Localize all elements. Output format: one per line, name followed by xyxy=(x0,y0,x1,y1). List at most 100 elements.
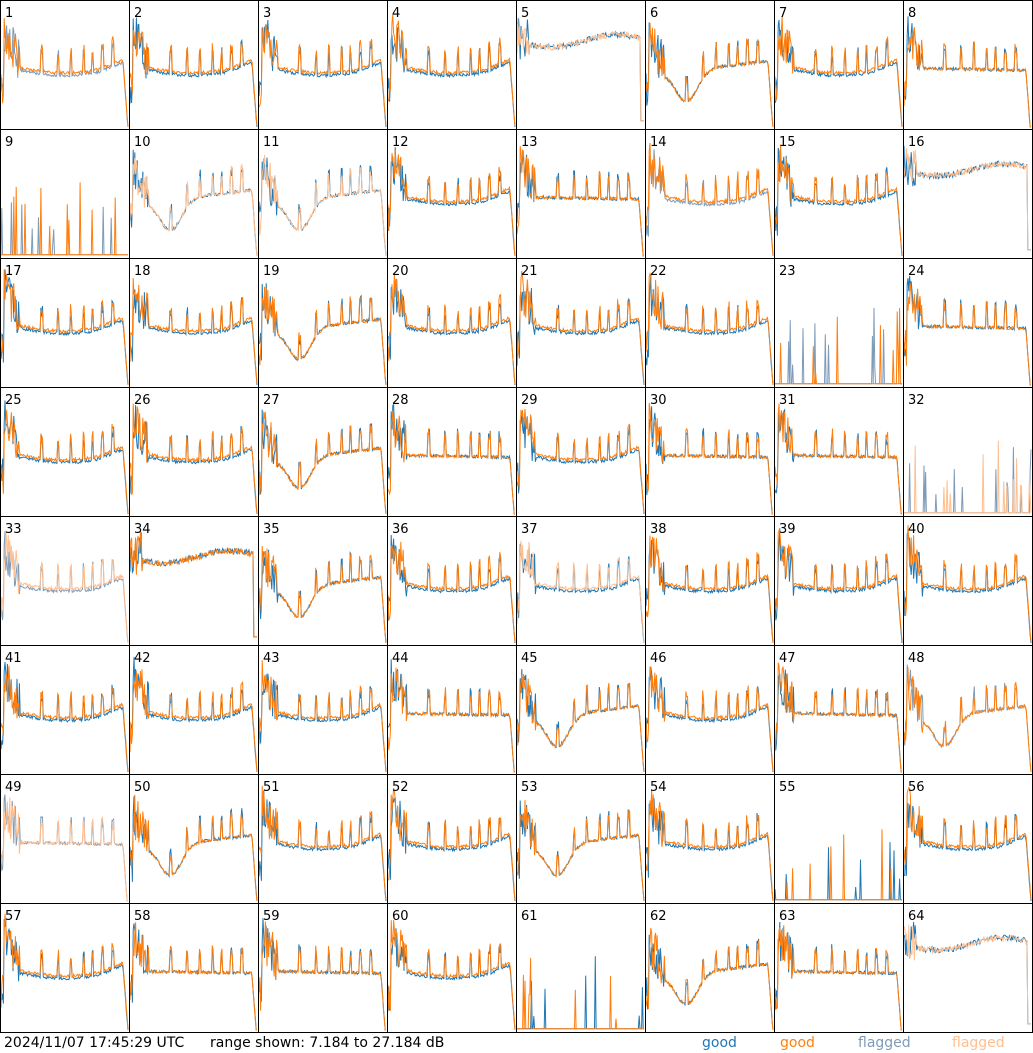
spectrum-panel: 63 xyxy=(774,903,904,1033)
series-xx-line xyxy=(903,275,1031,386)
panel-border xyxy=(0,129,130,259)
spectrum-panel: 52 xyxy=(387,774,517,904)
legend-good-xx-word: good xyxy=(702,1035,737,1051)
spectrum-panel: 8 xyxy=(903,0,1033,130)
series-xx-line xyxy=(0,918,129,1031)
panel-label: 39 xyxy=(779,522,796,537)
series-yy-line xyxy=(129,922,257,1031)
series-yy-line xyxy=(516,408,645,513)
spectrum-panel: 48 xyxy=(903,645,1033,775)
panel-label: 10 xyxy=(134,135,151,150)
spectrum-panel: 4 xyxy=(387,0,517,130)
spectrum-panel: 18 xyxy=(129,258,259,388)
series-yy-line xyxy=(645,22,774,128)
panel-label: 51 xyxy=(263,780,280,795)
spectrum-panel: 10 xyxy=(129,129,259,259)
panel-label: 15 xyxy=(779,135,796,150)
panel-label: 59 xyxy=(263,909,280,924)
series-xx-line xyxy=(645,538,774,644)
panel-label: 31 xyxy=(779,393,796,408)
panel-label: 6 xyxy=(650,6,658,21)
series-yy-line xyxy=(774,662,902,773)
series-yy-line xyxy=(903,667,1032,773)
legend-flagged-yy-word: flagged xyxy=(952,1035,1005,1051)
spectrum-panel: 9 xyxy=(0,129,130,259)
legend-good-xx-pol: XX xyxy=(741,1035,761,1052)
series-xx-line xyxy=(645,798,774,902)
series-xx-line xyxy=(903,145,1031,251)
panel-label: 9 xyxy=(5,135,13,150)
spectrum-panel: 24 xyxy=(903,258,1033,388)
panel-label: 49 xyxy=(5,780,22,795)
series-yy-line xyxy=(129,157,258,257)
legend-good-yy-pol: YY xyxy=(819,1035,837,1052)
spectrum-panel: 38 xyxy=(645,516,775,646)
spectrum-panel: 58 xyxy=(129,903,259,1033)
series-xx-line xyxy=(258,409,387,515)
panel-label: 48 xyxy=(908,651,925,666)
panel-label: 41 xyxy=(5,651,22,666)
series-xx-line xyxy=(129,656,258,773)
spectrum-panel: 36 xyxy=(387,516,517,646)
series-yy-line xyxy=(258,154,387,257)
panel-label: 53 xyxy=(521,780,538,795)
series-xx-line xyxy=(774,408,902,515)
series-xx-line xyxy=(903,803,1032,902)
series-yy-line xyxy=(1,182,128,256)
panel-label: 32 xyxy=(908,393,925,408)
panel-label: 24 xyxy=(908,264,925,279)
series-yy-line xyxy=(903,925,1031,1025)
series-xx-line xyxy=(0,400,129,515)
spectrum-panel: 26 xyxy=(129,387,259,517)
panel-label: 2 xyxy=(134,6,142,21)
series-yy-line xyxy=(645,666,774,771)
panel-label: 26 xyxy=(134,393,151,408)
panel-label: 27 xyxy=(263,393,280,408)
panel-label: 40 xyxy=(908,522,925,537)
series-yy-line xyxy=(775,829,902,901)
series-xx-line xyxy=(387,25,516,128)
series-yy-line xyxy=(258,411,387,515)
series-xx-line xyxy=(516,543,645,644)
spectrum-panel: 1 xyxy=(0,0,130,130)
series-yy-line xyxy=(516,540,645,643)
series-yy-line xyxy=(516,271,645,385)
panel-label: 62 xyxy=(650,909,667,924)
series-xx-line xyxy=(516,153,644,257)
spectrum-panel: 41 xyxy=(0,645,130,775)
series-yy-line xyxy=(129,669,258,772)
spectrum-panel: 35 xyxy=(258,516,388,646)
series-yy-line xyxy=(903,525,1032,642)
legend-good-yy-word: good xyxy=(780,1035,815,1051)
series-yy-line xyxy=(774,15,903,128)
series-xx-line xyxy=(903,533,1032,644)
series-yy-line xyxy=(258,785,387,900)
spectrum-panel: 55 xyxy=(774,774,904,904)
panel-label: 42 xyxy=(134,651,151,666)
series-yy-line xyxy=(258,24,387,126)
spectrum-panel: 28 xyxy=(387,387,517,517)
legend-flagged-xx-word: flagged xyxy=(858,1035,911,1051)
spectrum-panel: 2 xyxy=(129,0,259,130)
series-xx-line xyxy=(516,668,645,773)
series-yy-line xyxy=(0,665,129,772)
panel-label: 20 xyxy=(392,264,409,279)
panel-label: 33 xyxy=(5,522,22,537)
series-xx-line xyxy=(645,274,774,386)
spectrum-panel: 3 xyxy=(258,0,388,130)
series-xx-line xyxy=(774,921,902,1031)
spectrum-panel: 46 xyxy=(645,645,775,775)
spectrum-panel: 60 xyxy=(387,903,517,1033)
spectrum-panel: 45 xyxy=(516,645,646,775)
spectrum-panel: 14 xyxy=(645,129,775,259)
series-xx-line xyxy=(516,413,645,515)
range-shown-text: range shown: 7.184 to 27.184 dB xyxy=(210,1035,445,1051)
series-xx-line xyxy=(387,928,516,1031)
series-xx-line xyxy=(0,202,128,256)
spectrum-panel: 11 xyxy=(258,129,388,259)
panel-label: 46 xyxy=(650,651,667,666)
panel-label: 8 xyxy=(908,6,916,21)
legend-good-yy: good YY xyxy=(780,1033,837,1053)
